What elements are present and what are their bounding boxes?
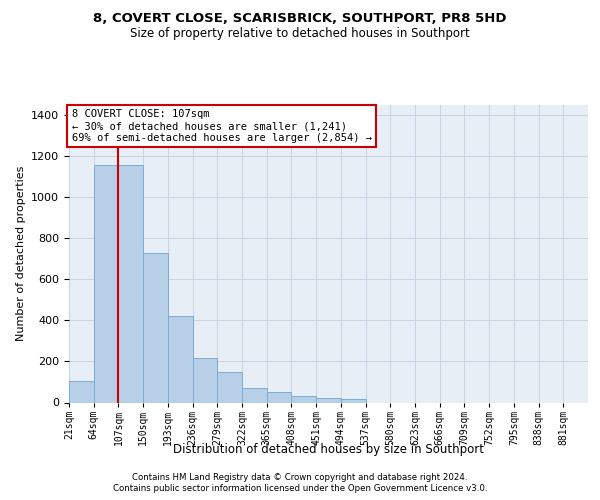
Bar (242, 388, 267, 402)
Bar (193, 358, 217, 403)
Bar (94, 164, 118, 402)
Text: Distribution of detached houses by size in Southport: Distribution of detached houses by size … (173, 442, 484, 456)
Bar (292, 396, 316, 402)
Bar (69, 381, 94, 402)
Bar (168, 316, 193, 402)
Text: Contains public sector information licensed under the Open Government Licence v3: Contains public sector information licen… (113, 484, 487, 493)
Y-axis label: Number of detached properties: Number of detached properties (16, 166, 26, 342)
Bar (267, 392, 292, 402)
Bar (341, 400, 365, 402)
Text: Size of property relative to detached houses in Southport: Size of property relative to detached ho… (130, 28, 470, 40)
Text: 8, COVERT CLOSE, SCARISBRICK, SOUTHPORT, PR8 5HD: 8, COVERT CLOSE, SCARISBRICK, SOUTHPORT,… (93, 12, 507, 26)
Bar (217, 372, 242, 402)
Bar (143, 252, 168, 402)
Text: Contains HM Land Registry data © Crown copyright and database right 2024.: Contains HM Land Registry data © Crown c… (132, 472, 468, 482)
Bar (316, 398, 341, 402)
Text: 8 COVERT CLOSE: 107sqm
← 30% of detached houses are smaller (1,241)
69% of semi-: 8 COVERT CLOSE: 107sqm ← 30% of detached… (71, 110, 371, 142)
Bar (118, 164, 143, 402)
